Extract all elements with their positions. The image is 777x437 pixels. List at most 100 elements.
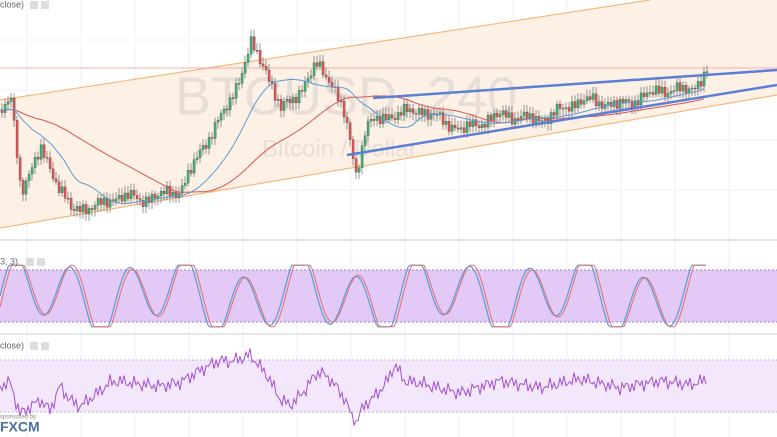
candle-body bbox=[675, 82, 679, 91]
candle-body bbox=[69, 198, 73, 210]
candle-body bbox=[588, 96, 592, 100]
candle-body bbox=[426, 109, 430, 120]
candle-body bbox=[459, 127, 463, 130]
candle-body bbox=[330, 82, 334, 88]
candle-body bbox=[444, 121, 448, 125]
trendline-lower bbox=[346, 83, 777, 157]
candle-body bbox=[612, 100, 616, 107]
candle-body bbox=[525, 111, 529, 119]
candle-body bbox=[150, 193, 154, 203]
candle-body bbox=[615, 100, 619, 109]
candle-body bbox=[387, 114, 391, 121]
candle-body bbox=[465, 121, 469, 133]
candle-body bbox=[633, 100, 637, 108]
candle-body bbox=[252, 36, 256, 51]
candle-body bbox=[567, 107, 571, 112]
candle-body bbox=[99, 198, 103, 205]
watermark-title: BTCUSD, 240 bbox=[175, 66, 517, 126]
candle-body bbox=[186, 170, 190, 184]
candle-body bbox=[534, 116, 538, 124]
candle-body bbox=[510, 112, 514, 125]
candle-body bbox=[42, 144, 46, 158]
candle-body bbox=[159, 191, 163, 197]
candle-body bbox=[36, 157, 40, 160]
candle-body bbox=[303, 81, 307, 92]
candle-body bbox=[279, 99, 283, 111]
candle-body bbox=[225, 108, 229, 111]
candle-body bbox=[441, 112, 445, 125]
candle-body bbox=[141, 199, 145, 207]
candle-body bbox=[324, 74, 328, 78]
candle-body bbox=[678, 82, 682, 92]
watermark-subtitle: Bitcoin / Dollar bbox=[262, 135, 417, 162]
candle-body bbox=[273, 83, 277, 101]
candle-body bbox=[483, 124, 487, 128]
candle-body bbox=[231, 97, 235, 99]
candle-body bbox=[192, 159, 196, 174]
candle-body bbox=[6, 101, 10, 105]
candle-body bbox=[288, 98, 292, 104]
candle-body bbox=[351, 139, 355, 159]
candle-body bbox=[405, 103, 409, 113]
candle-body bbox=[153, 193, 157, 199]
candle-body bbox=[291, 96, 295, 104]
candle-body bbox=[402, 103, 406, 116]
candle-body bbox=[363, 135, 367, 146]
candle-body bbox=[408, 108, 412, 113]
candle-body bbox=[318, 61, 322, 67]
channel-lower bbox=[0, 94, 777, 229]
candle-body bbox=[501, 110, 505, 116]
candle-body bbox=[486, 114, 490, 128]
candle-body bbox=[672, 90, 676, 92]
candle-body bbox=[45, 157, 49, 159]
candle-body bbox=[264, 66, 268, 71]
candle-body bbox=[249, 36, 253, 55]
candle-body bbox=[471, 119, 475, 127]
candle-body bbox=[213, 121, 217, 139]
candle-body bbox=[468, 121, 472, 127]
candle-body bbox=[39, 144, 43, 160]
candle-body bbox=[705, 71, 709, 73]
candle-body bbox=[165, 185, 169, 195]
candle-body bbox=[498, 114, 502, 118]
candle-body bbox=[63, 186, 67, 199]
candle-body bbox=[201, 145, 205, 151]
candle-body bbox=[489, 114, 493, 121]
candle-body bbox=[669, 91, 673, 94]
candle-body bbox=[657, 85, 661, 94]
candle-body bbox=[300, 90, 304, 92]
candle-body bbox=[222, 108, 226, 114]
candle-body bbox=[336, 86, 340, 101]
candle-body bbox=[114, 198, 118, 202]
candle-body bbox=[120, 194, 124, 202]
candle-body bbox=[690, 87, 694, 90]
candle-body bbox=[183, 183, 187, 186]
candle-body bbox=[627, 99, 631, 102]
trendline-upper bbox=[372, 68, 777, 100]
candle-body bbox=[18, 157, 22, 181]
candle-body bbox=[561, 108, 565, 110]
candle-body bbox=[294, 96, 298, 104]
candle-body bbox=[360, 145, 364, 169]
candle-body bbox=[321, 61, 325, 76]
candle-body bbox=[591, 93, 595, 100]
candle-body bbox=[357, 167, 361, 173]
candle-body bbox=[162, 191, 166, 195]
candle-body bbox=[642, 92, 646, 97]
candle-body bbox=[138, 198, 142, 201]
candles bbox=[0, 29, 709, 222]
candle-body bbox=[393, 117, 397, 120]
candle-body bbox=[477, 125, 481, 129]
candle-body bbox=[54, 178, 58, 183]
candle-body bbox=[117, 194, 121, 200]
candle-body bbox=[660, 87, 664, 94]
candle-body bbox=[354, 158, 358, 173]
candle-body bbox=[219, 112, 223, 121]
candle-body bbox=[198, 149, 202, 158]
candle-body bbox=[606, 101, 610, 105]
candle-body bbox=[342, 100, 346, 118]
legend-icon bbox=[30, 342, 38, 350]
candle-body bbox=[600, 101, 604, 109]
candle-body bbox=[375, 116, 379, 121]
